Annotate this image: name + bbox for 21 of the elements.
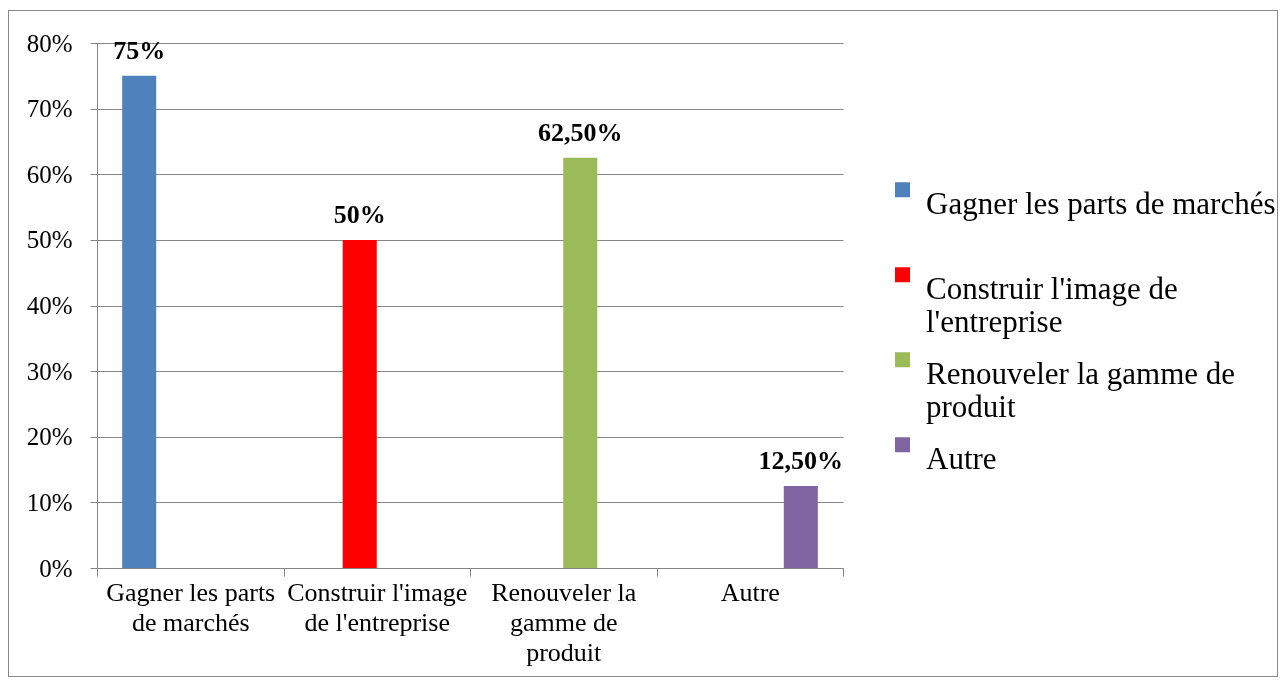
x-tick-label: Renouveler la gamme de produit	[491, 577, 637, 667]
legend-label: Renouveler la gamme de produit	[926, 355, 1236, 424]
legend-label: Gagner les parts de marchés	[926, 185, 1276, 221]
y-tick-label: 70%	[26, 95, 73, 123]
y-tick-label: 40%	[26, 292, 73, 319]
data-label: 50%	[333, 199, 386, 229]
y-tick-label: 60%	[26, 160, 73, 188]
data-label: 12,50%	[758, 445, 844, 475]
y-tick-label: 50%	[26, 226, 73, 254]
y-tick-label: 30%	[26, 357, 73, 385]
y-tick-label: 0%	[39, 554, 73, 582]
y-tick-label: 20%	[26, 423, 73, 451]
y-tick-label: 80%	[26, 29, 73, 57]
x-tick-label: Autre	[720, 577, 780, 607]
x-tick-label: Construir l'image de l'entreprise	[287, 577, 468, 637]
data-label: 62,50%	[538, 117, 623, 147]
legend-label: Construir l'image de l'entreprise	[926, 270, 1178, 339]
x-tick-label: Gagner les parts de marchés	[106, 577, 276, 637]
data-label: 75%	[113, 35, 166, 65]
legend-label: Autre	[926, 440, 997, 476]
y-tick-label: 10%	[26, 488, 73, 516]
